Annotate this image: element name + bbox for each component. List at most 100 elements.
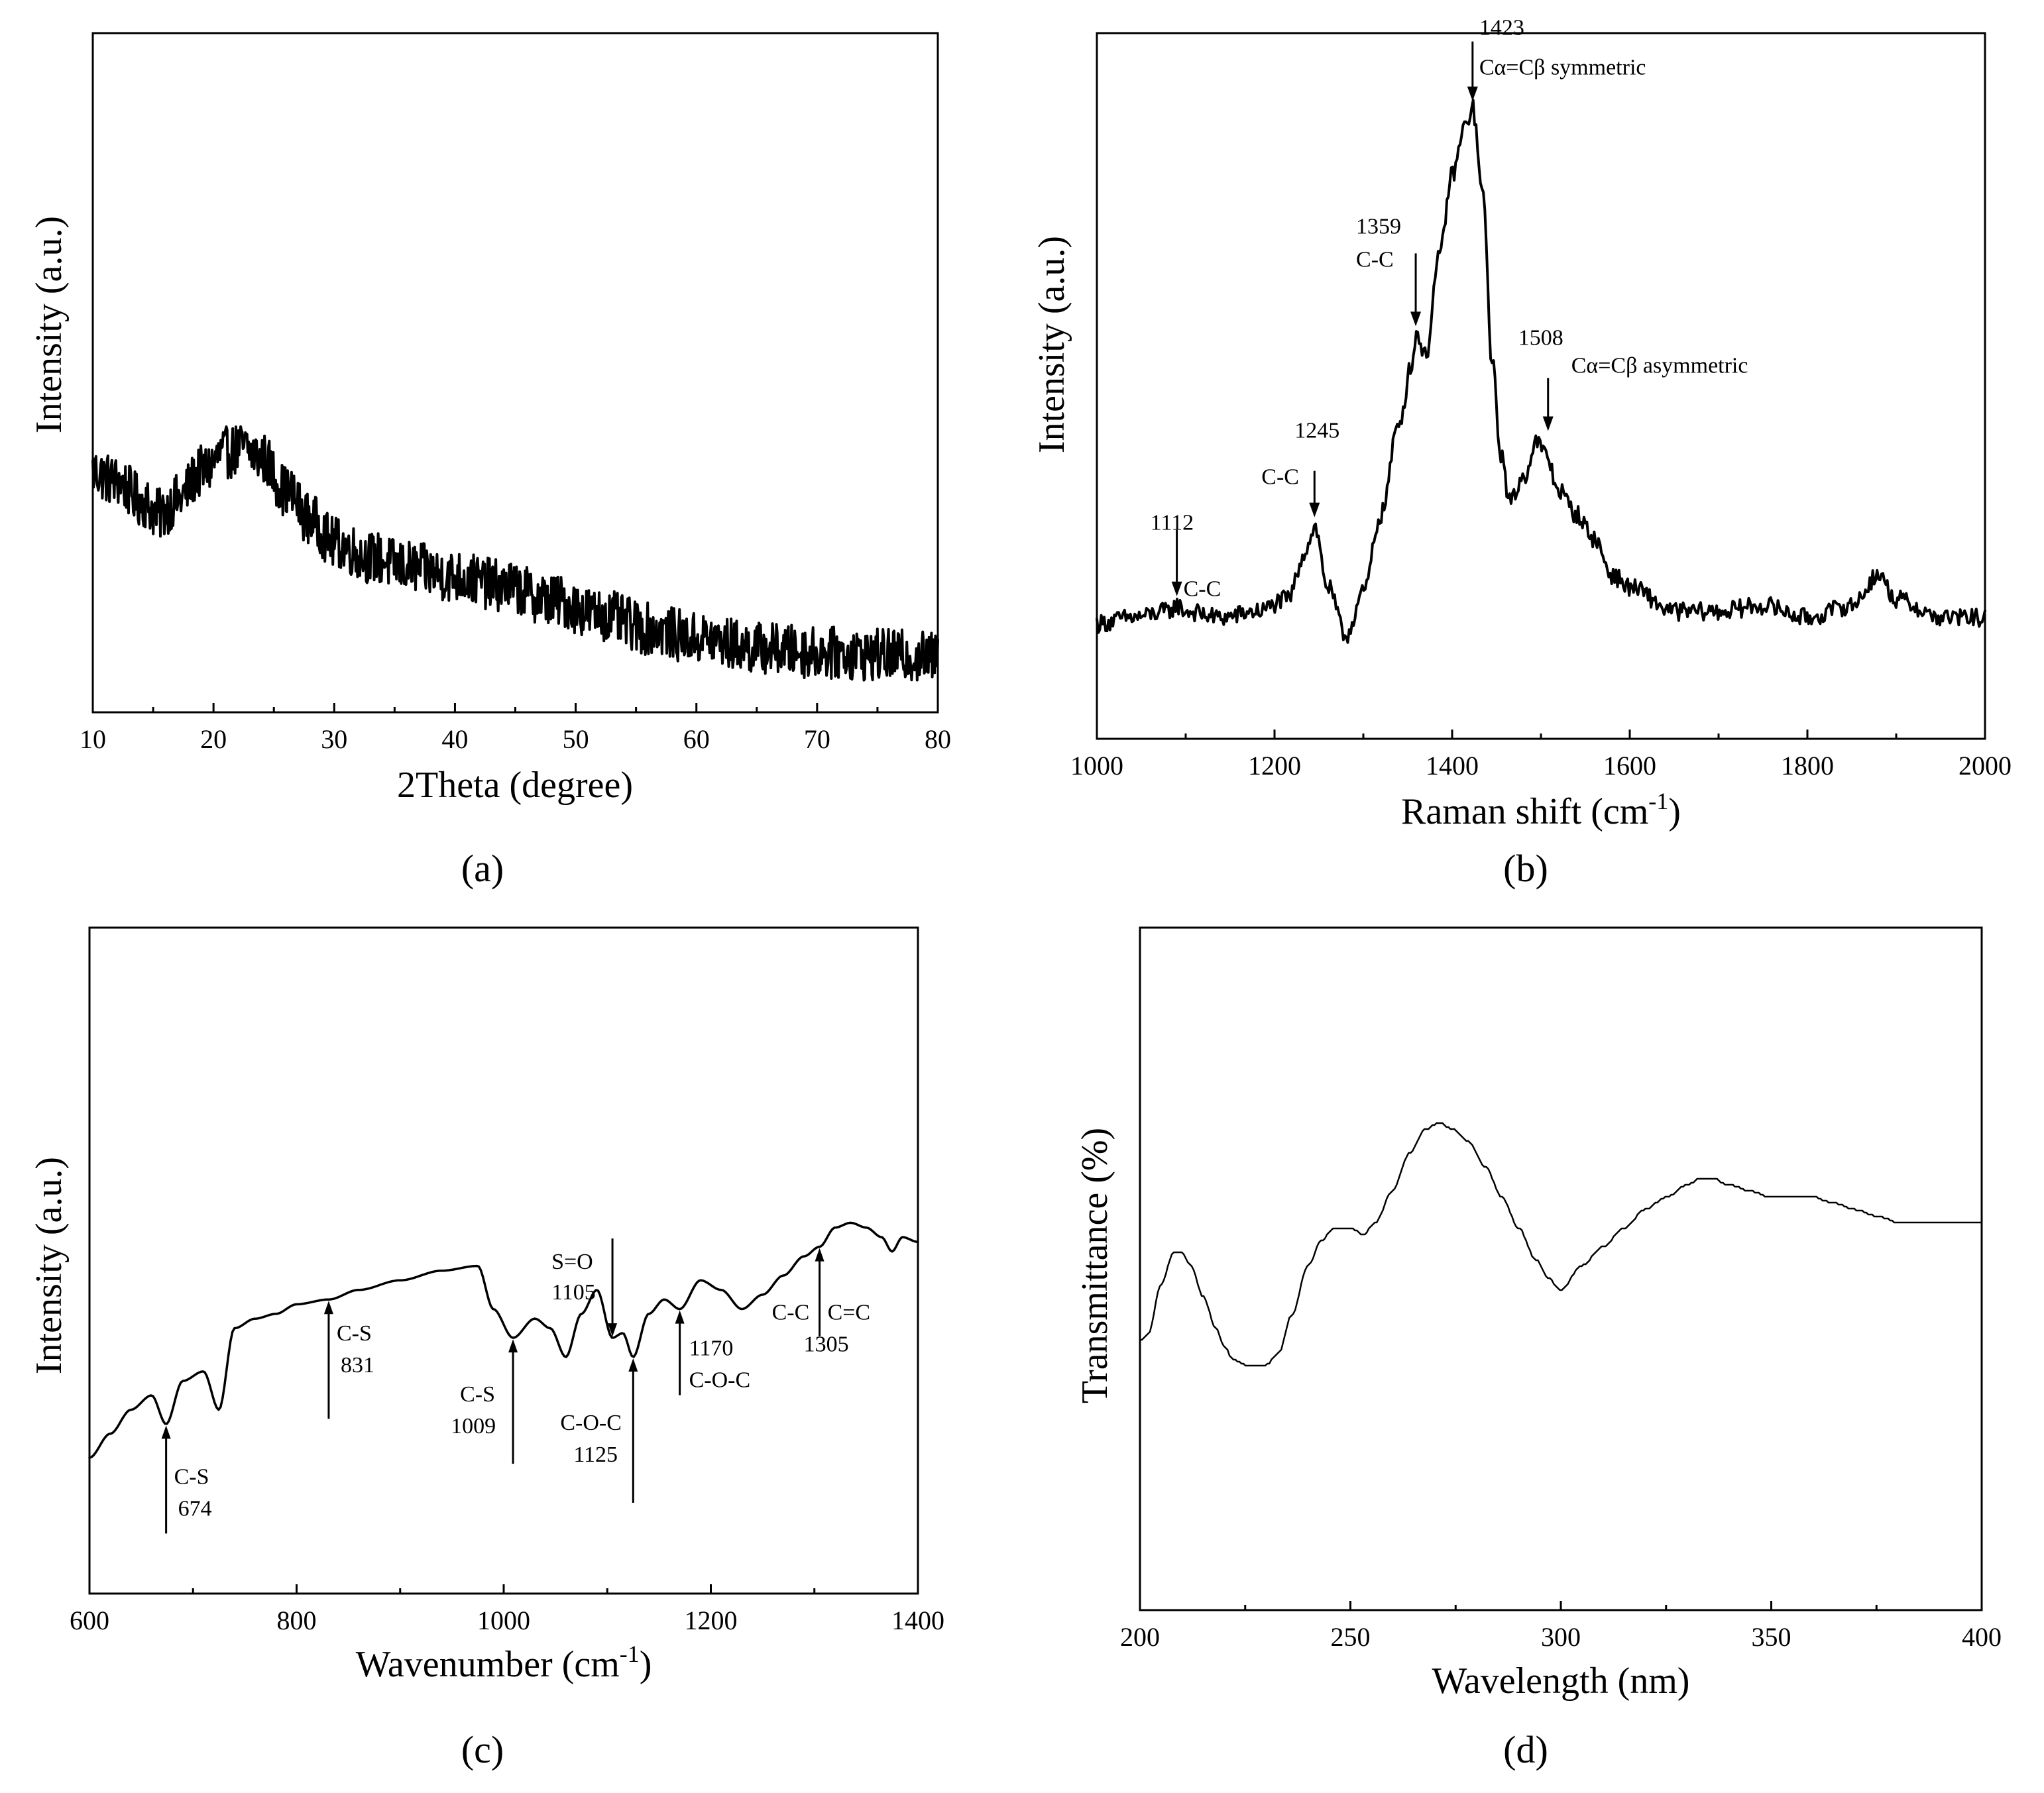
annotation-arrowhead-b-0 bbox=[1171, 581, 1182, 596]
x-tick-labels-a: 10 20 30 40 50 60 70 80 bbox=[80, 724, 951, 754]
annotation-sublabel-b-1: C-C bbox=[1261, 465, 1299, 490]
annotation-arrowhead-b-1 bbox=[1309, 502, 1320, 517]
annotation-c-1: C-S 831 bbox=[323, 1301, 374, 1419]
annotation-sublabel-b-4: Cα=Cβ asymmetric bbox=[1571, 353, 1748, 378]
series-c bbox=[88, 1221, 919, 1459]
annotation-c-2: C-S 1009 bbox=[451, 1339, 518, 1464]
annotation-arrowhead-b-4 bbox=[1542, 416, 1554, 431]
series-d bbox=[1139, 1122, 1983, 1367]
panel-c: 600 800 1000 1200 1400 C-S 674 C-S 831 C-S 1009 S=… bbox=[28, 926, 944, 1771]
annotation-sublabel-c-6: C=C bbox=[828, 1301, 871, 1325]
x-tick-labels-c: 600 800 1000 1200 1400 bbox=[70, 1605, 944, 1635]
caption-b: (b) bbox=[1503, 847, 1548, 890]
annotation-arrowhead-c-2 bbox=[508, 1339, 518, 1353]
panel-d: 200 250 300 350 400 Wavelength (nm) Transmit… bbox=[1074, 926, 2002, 1771]
annotation-label-c-0: C-S bbox=[174, 1464, 209, 1489]
x-tick-label-d-1: 250 bbox=[1331, 1622, 1371, 1652]
annotation-arrowhead-c-6 bbox=[815, 1248, 824, 1262]
x-axis-title-b-end: ) bbox=[1668, 791, 1681, 832]
annotation-label-b-3: 1423 bbox=[1479, 16, 1524, 40]
x-axis-title-b-sup: -1 bbox=[1648, 788, 1668, 814]
series-b bbox=[1096, 99, 1986, 644]
x-axis-title-c-main: Wavenumber (cm bbox=[356, 1644, 620, 1685]
annotations-c: C-S 674 C-S 831 C-S 1009 S=O 1105 C-O-C 1125 1170 C… bbox=[161, 1238, 871, 1534]
x-axis-title-b-main: Raman shift (cm bbox=[1401, 791, 1648, 832]
annotation-b-3: 1423 Cα=Cβ symmetric bbox=[1467, 16, 1646, 101]
annotation-arrowhead-b-2 bbox=[1410, 311, 1422, 327]
plot-frame-b bbox=[1096, 32, 1986, 740]
x-tick-label-b-1: 1200 bbox=[1248, 751, 1301, 781]
x-tick-label-a-4: 50 bbox=[563, 724, 589, 754]
x-tick-label-b-3: 1600 bbox=[1603, 751, 1656, 781]
x-tick-label-b-4: 1800 bbox=[1781, 751, 1834, 781]
x-tick-label-d-2: 300 bbox=[1541, 1622, 1581, 1652]
annotation-c-3: S=O 1105 bbox=[551, 1238, 618, 1337]
annotation-sublabel-c-1: 831 bbox=[341, 1353, 374, 1378]
annotation-sublabel-c-5: C-O-C bbox=[689, 1368, 751, 1393]
plot-frame-d bbox=[1139, 926, 1983, 1611]
x-ticks-a bbox=[91, 703, 939, 712]
annotation-label-b-0: 1112 bbox=[1151, 511, 1194, 535]
y-axis-title-d: Transmittance (%) bbox=[1074, 1128, 1115, 1403]
x-tick-label-b-0: 1000 bbox=[1070, 751, 1123, 781]
caption-d: (d) bbox=[1503, 1728, 1548, 1771]
x-tick-label-c-0: 600 bbox=[70, 1605, 109, 1635]
annotation-sublabel-b-2: C-C bbox=[1356, 247, 1394, 272]
x-tick-label-a-5: 60 bbox=[683, 724, 710, 754]
annotation-c-6: C-C C=C 1305 bbox=[772, 1248, 871, 1357]
x-tick-label-c-1: 800 bbox=[277, 1605, 317, 1635]
annotation-label-c-2: C-S bbox=[460, 1382, 495, 1407]
x-axis-title-b: Raman shift (cm-1) bbox=[1401, 788, 1681, 832]
x-tick-label-a-7: 80 bbox=[925, 724, 951, 754]
annotation-arrowhead-c-3 bbox=[608, 1323, 618, 1337]
x-axis-title-c-sup: -1 bbox=[620, 1641, 640, 1667]
x-tick-label-b-5: 2000 bbox=[1959, 751, 2012, 781]
x-tick-label-a-1: 20 bbox=[200, 724, 227, 754]
x-ticks-b bbox=[1096, 730, 1986, 739]
x-ticks-c bbox=[88, 1584, 919, 1594]
plot-frame-c bbox=[88, 926, 919, 1595]
annotation-sublabel-b-3: Cα=Cβ symmetric bbox=[1479, 56, 1646, 80]
annotation-sublabel-c-3: 1105 bbox=[551, 1280, 596, 1305]
annotation-label-c-1: C-S bbox=[337, 1321, 372, 1346]
x-ticks-d bbox=[1139, 1601, 1983, 1610]
y-axis-title-b: Intensity (a.u.) bbox=[1031, 236, 1072, 453]
x-tick-label-c-3: 1200 bbox=[685, 1605, 738, 1635]
series-line-b-0 bbox=[1096, 99, 1986, 644]
annotation-b-4: 1508 Cα=Cβ asymmetric bbox=[1518, 325, 1748, 431]
caption-c: (c) bbox=[461, 1728, 504, 1771]
series-line-c-0 bbox=[88, 1221, 919, 1459]
annotation-sublabel-c-2: 1009 bbox=[451, 1414, 496, 1439]
x-tick-label-d-0: 200 bbox=[1120, 1622, 1160, 1652]
annotation-label-c-5: 1170 bbox=[689, 1336, 734, 1361]
plot-frame-a bbox=[91, 32, 939, 714]
x-axis-title-c: Wavenumber (cm-1) bbox=[356, 1641, 652, 1685]
x-tick-label-a-6: 70 bbox=[804, 724, 830, 754]
annotation-c-0: C-S 674 bbox=[161, 1425, 212, 1534]
x-tick-label-d-3: 350 bbox=[1752, 1622, 1791, 1652]
annotation-sublabel-c-4: 1125 bbox=[573, 1442, 618, 1467]
x-tick-label-c-4: 1400 bbox=[891, 1605, 944, 1635]
y-axis-title-a: Intensity (a.u.) bbox=[28, 216, 70, 433]
y-axis-title-c: Intensity (a.u.) bbox=[28, 1157, 70, 1374]
x-axis-title-d: Wavelength (nm) bbox=[1432, 1660, 1690, 1702]
annotation-label-c-4: C-O-C bbox=[560, 1411, 622, 1435]
series-line-d-0 bbox=[1139, 1122, 1983, 1367]
annotation-label-b-2: 1359 bbox=[1356, 214, 1401, 239]
annotations-b: 1112 C-C 1245 C-C 1359 C-C 1423 Cα=Cβ symmetric… bbox=[1151, 16, 1748, 602]
annotation-c-5: 1170 C-O-C bbox=[675, 1310, 751, 1395]
series-line-a-0 bbox=[91, 425, 939, 682]
caption-a: (a) bbox=[461, 847, 504, 890]
annotation-arrowhead-c-1 bbox=[323, 1301, 333, 1315]
x-axis-title-a: 2Theta (degree) bbox=[397, 765, 633, 806]
annotation-b-2: 1359 C-C bbox=[1356, 214, 1422, 327]
x-tick-label-d-4: 400 bbox=[1962, 1622, 2002, 1652]
annotation-b-0: 1112 C-C bbox=[1151, 511, 1221, 602]
annotation-b-1: 1245 C-C bbox=[1261, 419, 1339, 517]
x-tick-label-b-2: 1400 bbox=[1426, 751, 1479, 781]
annotation-label-c-6: C-C bbox=[772, 1301, 810, 1325]
annotation-arrowhead-c-0 bbox=[161, 1425, 171, 1439]
series-a bbox=[91, 425, 939, 682]
x-tick-label-c-2: 1000 bbox=[477, 1605, 530, 1635]
annotation-c-4: C-O-C 1125 bbox=[560, 1358, 638, 1503]
